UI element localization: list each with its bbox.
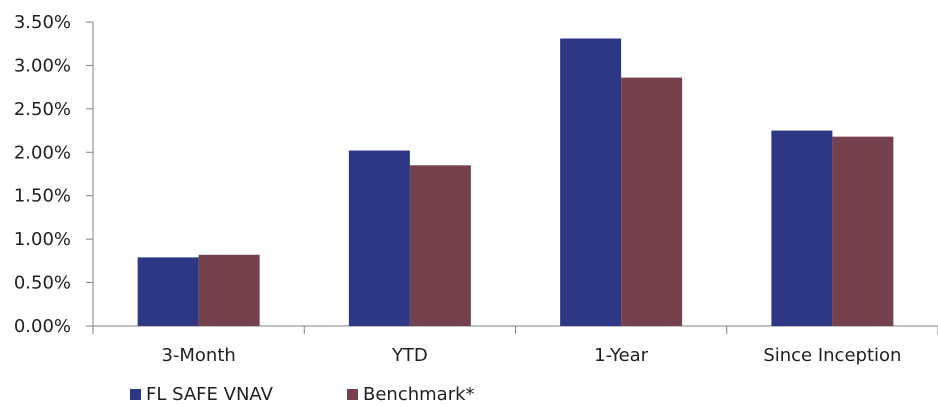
bar-fl-safe-vnav-0 <box>137 257 199 326</box>
y-tick-label: 3.50% <box>14 12 71 33</box>
axes: 0.00% 0.50% 1.00% 1.50% 2.00% 2.50% 3.00% 3.50%… <box>14 12 938 366</box>
bar-benchmark-0 <box>198 254 260 326</box>
y-tick-label: 3.00% <box>14 55 71 76</box>
legend-label: FL SAFE VNAV <box>146 384 274 405</box>
bars <box>137 38 894 327</box>
x-tick-label: 1-Year <box>594 345 649 366</box>
y-tick-label: 0.50% <box>14 273 71 294</box>
x-tick-label: Since Inception <box>763 345 901 366</box>
x-tick-label: 3-Month <box>161 345 235 366</box>
bar-fl-safe-vnav-1 <box>348 150 410 326</box>
bar-fl-safe-vnav-3 <box>771 130 833 326</box>
legend-swatch <box>130 389 141 400</box>
y-tick-label: 1.50% <box>14 186 71 207</box>
legend-swatch <box>347 389 358 400</box>
y-tick-label: 1.00% <box>14 229 71 250</box>
legend: FL SAFE VNAV Benchmark* <box>130 384 475 405</box>
bar-benchmark-1 <box>409 165 471 326</box>
x-tick-label: YTD <box>391 345 428 366</box>
y-tick-label: 0.00% <box>14 316 71 337</box>
y-tick-label: 2.50% <box>14 99 71 120</box>
y-tick-label: 2.00% <box>14 142 71 163</box>
bar-benchmark-3 <box>832 136 894 326</box>
bar-fl-safe-vnav-2 <box>560 38 622 326</box>
legend-label: Benchmark* <box>363 384 475 405</box>
bar-benchmark-2 <box>621 77 683 327</box>
